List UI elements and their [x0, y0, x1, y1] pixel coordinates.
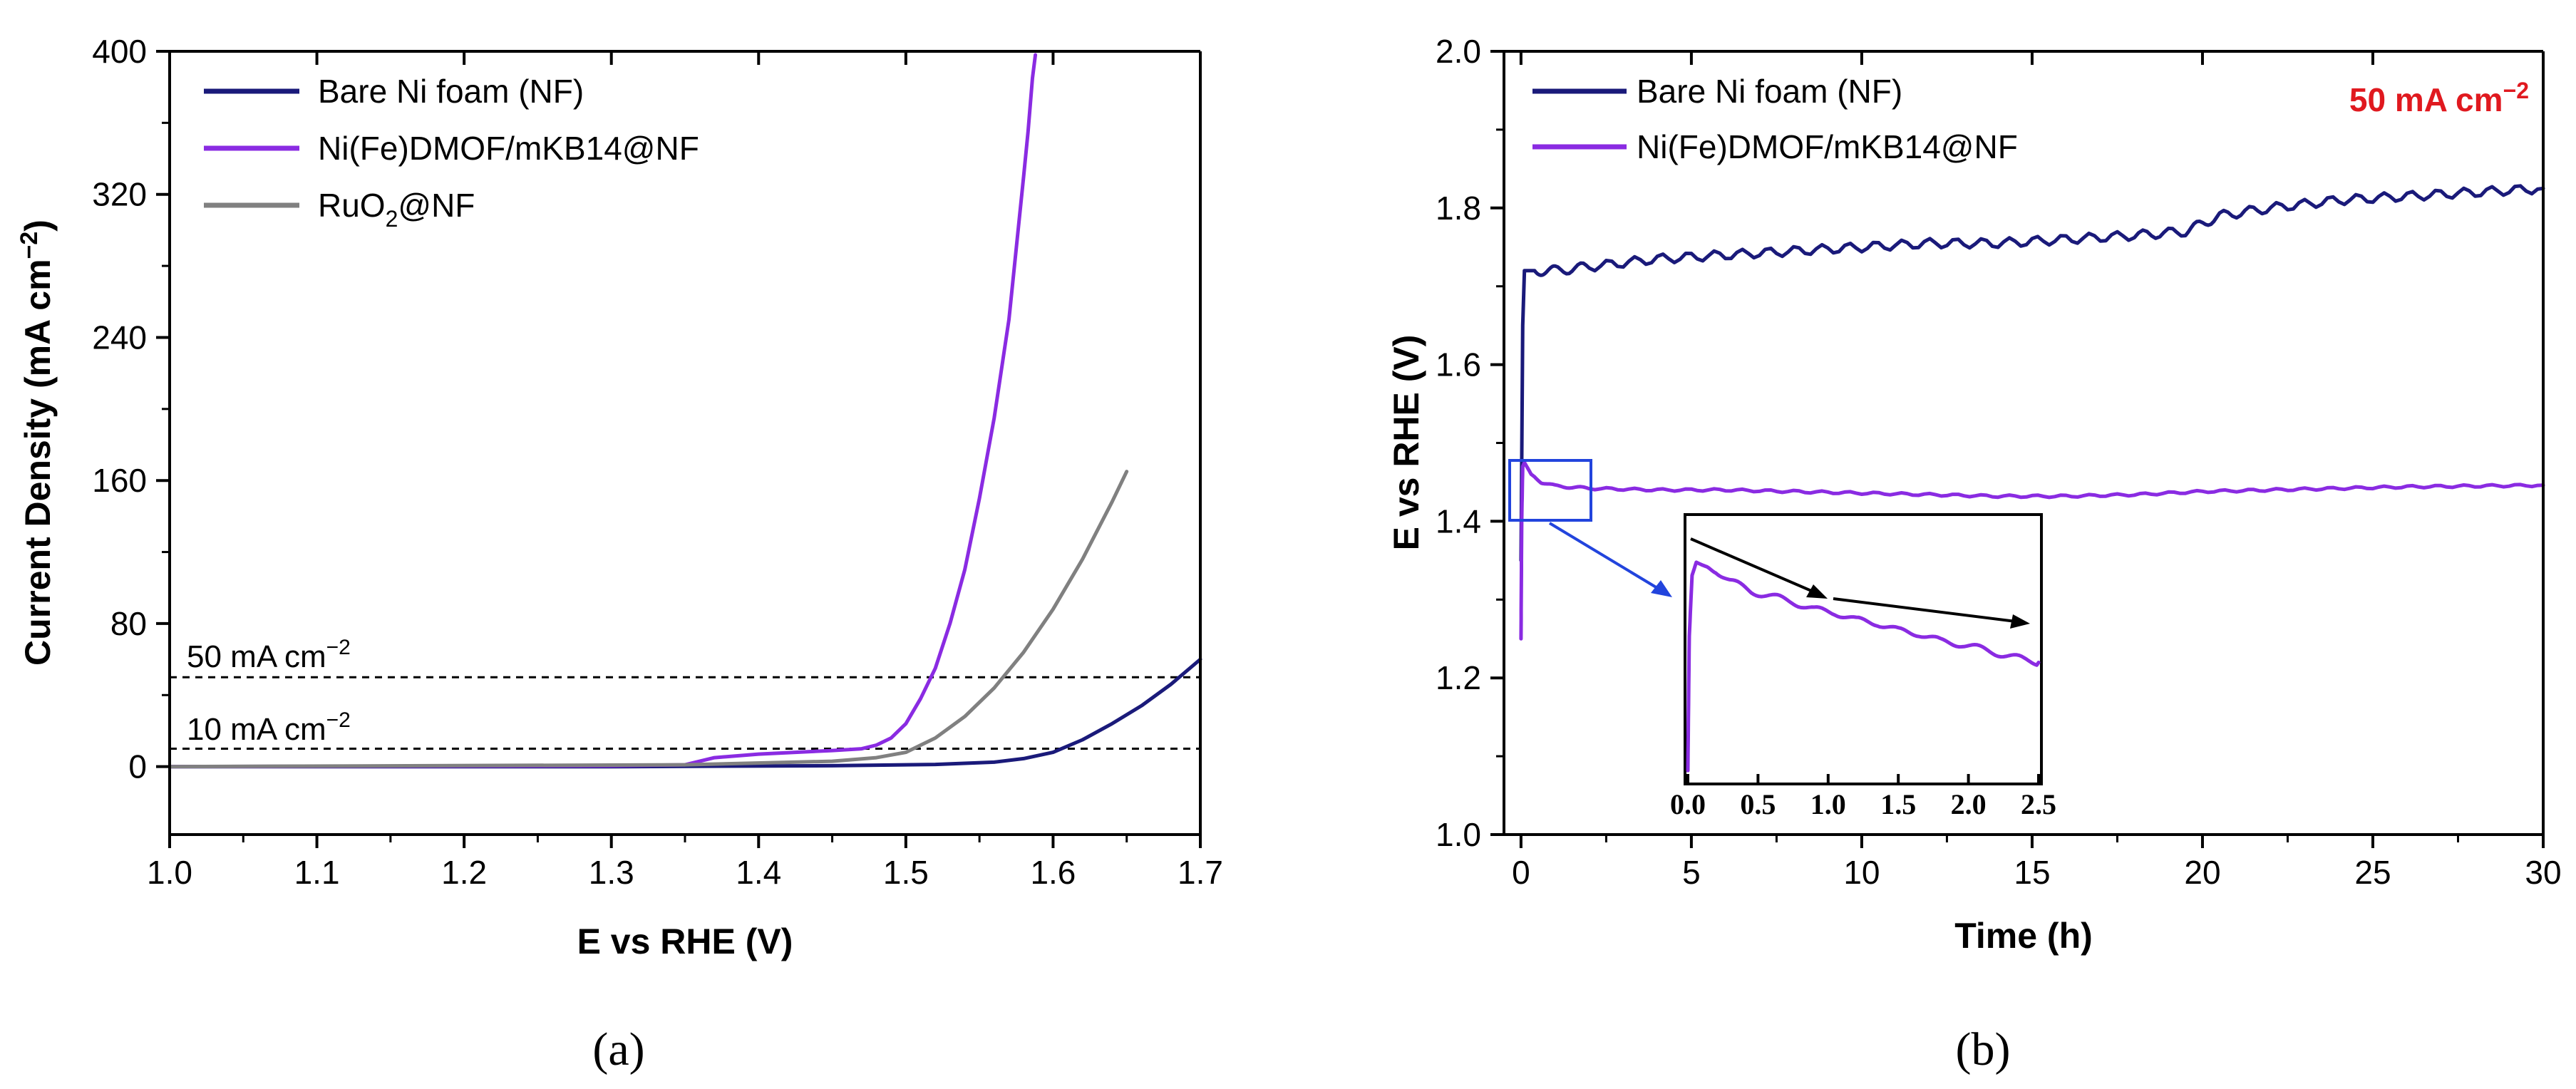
legend-label-bare-ni: Bare Ni foam (NF) — [318, 73, 584, 110]
panel-a-y-axis-title: Current Density (mA cm−2) — [16, 220, 58, 666]
panel-b-legend: Bare Ni foam (NF) Ni(Fe)DMOF/mKB14@NF — [1532, 73, 2018, 165]
panel-a-x-axis-title: E vs RHE (V) — [577, 922, 793, 961]
inset-x-tick-label: 1.5 — [1880, 788, 1916, 820]
ref-line-50-label: 50 mA cm−2 — [187, 636, 351, 674]
y-tick-label-a: 160 — [92, 462, 147, 499]
legend-label-nife-dmof-b: Ni(Fe)DMOF/mKB14@NF — [1637, 128, 2018, 165]
inset-frame — [1684, 513, 2043, 785]
series-line-b-1 — [1519, 460, 2545, 641]
y-tick-label-b: 1.0 — [1436, 816, 1481, 853]
panel-b-plot-area — [1519, 184, 2545, 641]
inset-trend-arrow-2 — [1833, 597, 2016, 623]
legend-label-nife-dmof: Ni(Fe)DMOF/mKB14@NF — [318, 130, 699, 167]
y-tick-label-b: 1.4 — [1436, 502, 1481, 540]
series-line-a-2 — [168, 470, 1129, 769]
y-tick-label-b: 1.8 — [1436, 190, 1481, 227]
zoom-pointer-arrowhead — [1651, 580, 1672, 597]
y-tick-label-b: 1.2 — [1436, 659, 1481, 696]
series-line-a-0 — [168, 657, 1202, 769]
panel-a-label: (a) — [592, 1023, 644, 1075]
inset-x-tick-label: 0.5 — [1740, 788, 1776, 820]
inset-ticks: 0.0 0.5 1.0 1.5 2.0 2.5 — [1670, 774, 2056, 820]
x-tick-label-b: 10 — [1843, 854, 1880, 891]
x-tick-label-a: 1.6 — [1030, 854, 1076, 891]
x-tick-label-a: 1.5 — [883, 854, 929, 891]
panel-a-plot-area — [168, 53, 1202, 769]
inset-trend-arrow-1 — [1690, 537, 1817, 594]
series-line-b-0 — [1519, 184, 2545, 562]
panel-b-label: (b) — [1956, 1023, 2011, 1075]
zoom-pointer-line — [1548, 522, 1662, 592]
current-density-annotation: 50 mA cm−2 — [2349, 78, 2529, 118]
y-tick-label-a: 320 — [92, 176, 147, 213]
inset-x-tick-label: 1.0 — [1810, 788, 1846, 820]
y-tick-label-a: 240 — [92, 319, 147, 356]
panel-b-y-axis-title: E vs RHE (V) — [1386, 335, 1426, 551]
inset-plot-area — [1686, 560, 2041, 773]
y-tick-label-a: 0 — [128, 748, 147, 785]
ref-line-10-label: 10 mA cm−2 — [187, 708, 351, 747]
x-tick-label-a: 1.0 — [147, 854, 192, 891]
x-tick-label-b: 5 — [1682, 854, 1701, 891]
y-tick-label-b: 2.0 — [1436, 33, 1481, 70]
inset-trend-arrowhead-1 — [1806, 584, 1828, 599]
series-line-a-1 — [168, 53, 1038, 769]
x-tick-label-b: 25 — [2354, 854, 2391, 891]
panel-a-ticks: 1.0 1.1 1.2 1.3 1.4 1.5 1.6 1.7 0 80 160 240 320 400 — [92, 33, 1223, 891]
inset-x-tick-label: 0.0 — [1670, 788, 1706, 820]
inset-trend-arrowhead-2 — [2010, 614, 2030, 629]
y-tick-label-a: 80 — [110, 605, 147, 642]
panel-a-legend: Bare Ni foam (NF) Ni(Fe)DMOF/mKB14@NF Ru… — [204, 73, 699, 232]
x-tick-label-b: 0 — [1512, 854, 1530, 891]
x-tick-label-a: 1.2 — [441, 854, 487, 891]
x-tick-label-a: 1.7 — [1178, 854, 1223, 891]
inset-series-line — [1686, 560, 2041, 773]
panel-a-chart: 1.0 1.1 1.2 1.3 1.4 1.5 1.6 1.7080160240320400 … — [16, 33, 1223, 1075]
inset-x-tick-label: 2.0 — [1951, 788, 1987, 820]
y-tick-label-a: 400 — [92, 33, 147, 70]
x-tick-label-a: 1.4 — [736, 854, 781, 891]
zoom-region-box — [1508, 459, 1592, 522]
legend-label-bare-ni-b: Bare Ni foam (NF) — [1637, 73, 1902, 110]
x-tick-label-a: 1.3 — [589, 854, 634, 891]
panel-b-ticks: 0 5 10 15 20 25 30 1.0 1.2 1.4 1.6 1.8 2.0 — [1436, 33, 2562, 891]
panel-b-x-axis-title: Time (h) — [1954, 916, 2093, 956]
x-tick-label-b: 15 — [2014, 854, 2050, 891]
x-tick-label-a: 1.1 — [294, 854, 340, 891]
x-tick-label-b: 30 — [2525, 854, 2561, 891]
x-tick-label-b: 20 — [2184, 854, 2220, 891]
inset-x-tick-label: 2.5 — [2021, 788, 2056, 820]
y-tick-label-b: 1.6 — [1436, 346, 1481, 383]
legend-label-ruo2: RuO2@NF — [318, 187, 475, 232]
panel-b-chart: 0 5 10 15 20 25 30 1.0 1.2 1.4 1.6 1.8 2.0 Bare Ni f… — [1386, 33, 2562, 1075]
inset-chart: 0.0 0.5 1.0 1.5 2.0 2.5 — [1670, 513, 2056, 820]
